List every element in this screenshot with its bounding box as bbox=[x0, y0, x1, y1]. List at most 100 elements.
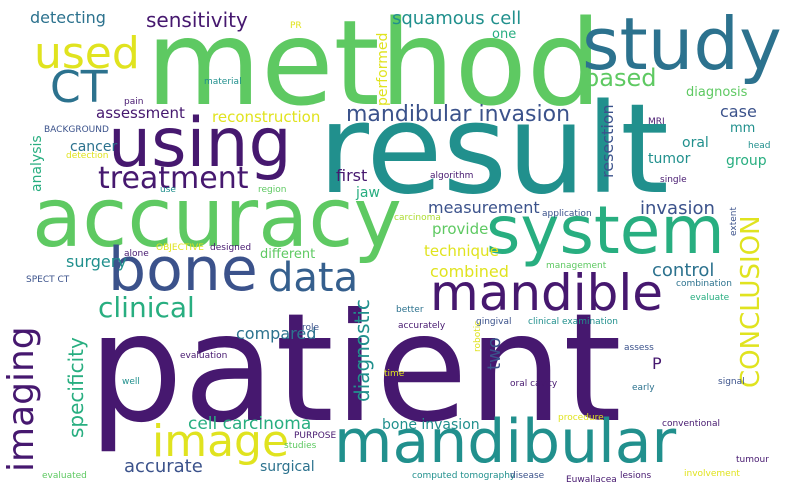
word-combination: combination bbox=[676, 279, 732, 289]
word-time: time bbox=[384, 369, 405, 379]
word-clinical: clinical bbox=[98, 291, 195, 324]
word-mandibular: mandibular bbox=[334, 407, 677, 477]
word-analysis: analysis bbox=[29, 135, 45, 192]
word-different: different bbox=[260, 247, 316, 262]
word-use: use bbox=[160, 185, 176, 195]
word-evaluation: evaluation bbox=[180, 351, 228, 361]
word-two: two bbox=[484, 337, 505, 370]
word-accuracy: accuracy bbox=[32, 171, 402, 266]
word-purpose: PURPOSE bbox=[294, 431, 337, 441]
word-case: case bbox=[720, 102, 757, 121]
word-spect-ct: SPECT CT bbox=[26, 275, 70, 285]
word-carcinoma: carcinoma bbox=[394, 213, 441, 223]
word-bone: bone bbox=[108, 235, 258, 305]
word-using: using bbox=[108, 104, 292, 183]
word-cell-carcinoma: cell carcinoma bbox=[188, 414, 312, 434]
word-application: application bbox=[542, 209, 592, 219]
word-bone-invasion: bone invasion bbox=[382, 417, 480, 433]
word-region: region bbox=[258, 185, 287, 195]
word-extent: extent bbox=[729, 206, 739, 236]
word-gingival: gingival bbox=[476, 317, 512, 327]
word-algorithm: algorithm bbox=[430, 171, 474, 181]
word-oral-cavity: oral cavity bbox=[510, 379, 558, 389]
word-assess: assess bbox=[624, 343, 654, 353]
word-control: control bbox=[652, 260, 715, 281]
word-ct: CT bbox=[50, 62, 108, 113]
word-squamous-cell: squamous cell bbox=[392, 8, 522, 29]
word-mri: MRI bbox=[648, 117, 665, 127]
word-specificity: specificity bbox=[64, 337, 88, 438]
word-alone: alone bbox=[124, 249, 149, 259]
word-accurately: accurately bbox=[398, 321, 446, 331]
word-one: one bbox=[492, 27, 517, 42]
word-provide: provide bbox=[432, 220, 489, 238]
word-assessment: assessment bbox=[96, 104, 185, 122]
word-computed-tomography: computed tomography bbox=[412, 471, 516, 481]
word-cancer: cancer bbox=[70, 139, 118, 155]
word-accurate: accurate bbox=[124, 456, 203, 477]
word-invasion: invasion bbox=[640, 198, 715, 219]
word-diagnostic: diagnostic bbox=[350, 299, 374, 402]
word-material: material bbox=[204, 77, 242, 87]
word-conventional: conventional bbox=[662, 419, 720, 429]
word-management: management bbox=[546, 261, 607, 271]
word-compared: compared bbox=[236, 324, 317, 343]
word-single: single bbox=[660, 175, 687, 185]
word-studies: studies bbox=[284, 441, 317, 451]
word-tumour: tumour bbox=[736, 455, 769, 465]
word-signal: signal bbox=[718, 377, 745, 387]
word-first: first bbox=[336, 166, 368, 185]
word-system: system bbox=[486, 192, 725, 269]
word-better: better bbox=[396, 305, 424, 315]
word-designed: designed bbox=[210, 243, 252, 253]
word-based: based bbox=[584, 64, 657, 92]
word-treatment: treatment bbox=[98, 161, 249, 196]
word-clinical-examination: clinical examination bbox=[528, 317, 618, 327]
word-imaging: imaging bbox=[1, 326, 42, 472]
word-result: result bbox=[318, 78, 669, 222]
word-performed: performed bbox=[375, 32, 391, 106]
word-surgical: surgical bbox=[260, 459, 315, 475]
word-method: method bbox=[146, 0, 602, 132]
word-patient: patient bbox=[88, 282, 622, 456]
word-mm: mm bbox=[730, 121, 756, 136]
word-mandibular-invasion: mandibular invasion bbox=[346, 102, 571, 127]
word-euwallacea: Euwallacea bbox=[566, 475, 617, 485]
word-tumor: tumor bbox=[648, 151, 691, 167]
word-technique: technique bbox=[424, 242, 499, 260]
word-data: data bbox=[268, 255, 359, 301]
word-disease: disease bbox=[510, 471, 545, 481]
word-procedure: procedure bbox=[558, 413, 604, 423]
word-combined: combined bbox=[430, 262, 509, 281]
word-detecting: detecting bbox=[30, 8, 106, 27]
word-robotic: robotic bbox=[473, 320, 483, 352]
word-sensitivity: sensitivity bbox=[146, 8, 248, 32]
word-reconstruction: reconstruction bbox=[212, 108, 321, 126]
word-pain: pain bbox=[124, 97, 144, 107]
word-jaw: jaw bbox=[356, 185, 380, 201]
word-evaluate: evaluate bbox=[690, 293, 730, 303]
word-role: role bbox=[302, 323, 320, 333]
word-p: P bbox=[652, 354, 662, 373]
word-measurement: measurement bbox=[428, 198, 540, 217]
word-head: head bbox=[748, 141, 771, 151]
word-used: used bbox=[34, 28, 140, 79]
word-conclusion: CONCLUSION bbox=[736, 215, 766, 388]
word-pr: PR bbox=[290, 21, 302, 31]
word-oral: oral bbox=[682, 135, 709, 151]
word-well: well bbox=[122, 377, 140, 387]
word-mandible: mandible bbox=[430, 264, 664, 322]
word-detection: detection bbox=[66, 151, 109, 161]
word-background: BACKGROUND bbox=[44, 125, 109, 135]
word-diagnosis: diagnosis bbox=[686, 85, 748, 100]
word-study: study bbox=[582, 2, 782, 86]
word-early: early bbox=[632, 383, 655, 393]
word-lesions: lesions bbox=[620, 471, 652, 481]
word-objective: OBJECTIVE bbox=[156, 243, 204, 253]
word-surgery: surgery bbox=[66, 252, 127, 271]
word-image: image bbox=[152, 416, 290, 467]
word-resection: resection bbox=[598, 104, 617, 178]
word-group: group bbox=[726, 153, 767, 169]
word-evaluated: evaluated bbox=[42, 471, 87, 481]
